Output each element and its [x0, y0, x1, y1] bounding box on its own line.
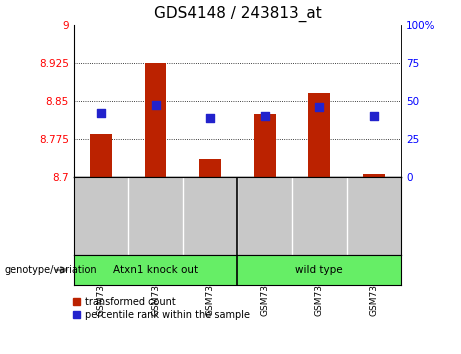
Point [152, 103, 159, 108]
Point [315, 104, 323, 110]
Bar [199, 159, 221, 177]
Text: wild type: wild type [296, 265, 343, 275]
Bar [90, 134, 112, 177]
Bar [145, 63, 166, 177]
Point [261, 113, 268, 119]
Point [207, 115, 214, 120]
Bar [363, 175, 384, 177]
Point [97, 110, 105, 116]
Title: GDS4148 / 243813_at: GDS4148 / 243813_at [154, 6, 321, 22]
Text: Atxn1 knock out: Atxn1 knock out [113, 265, 198, 275]
Text: genotype/variation: genotype/variation [5, 265, 97, 275]
Bar [254, 114, 276, 177]
Bar [308, 93, 330, 177]
Legend: transformed count, percentile rank within the sample: transformed count, percentile rank withi… [70, 293, 254, 324]
Point [370, 113, 378, 119]
